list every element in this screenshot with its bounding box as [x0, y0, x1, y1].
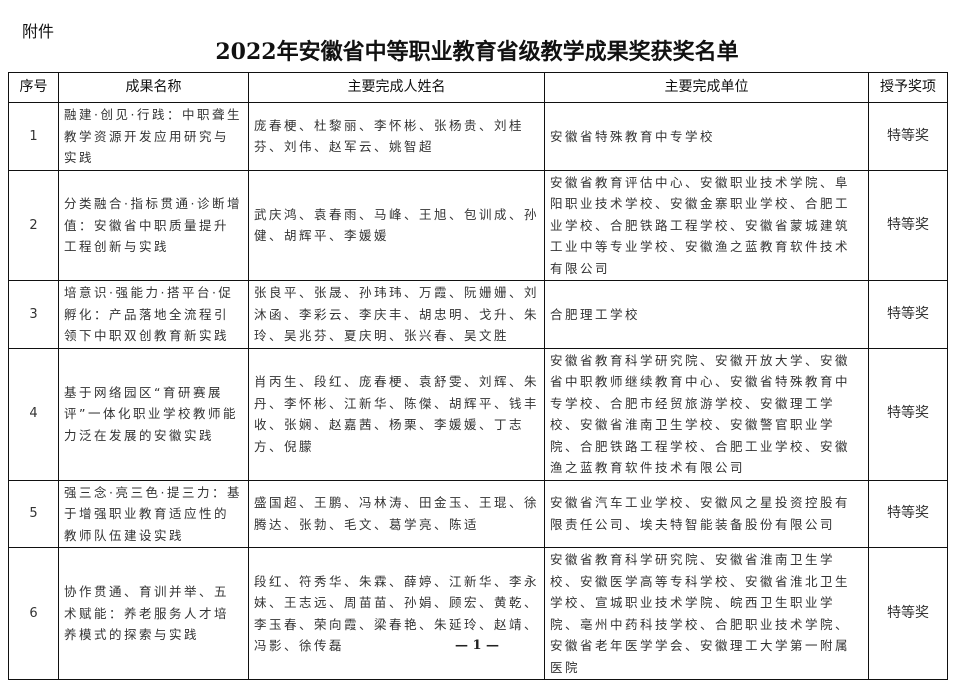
- header-units: 主要完成单位: [544, 72, 869, 103]
- row-number: 6: [8, 547, 59, 680]
- table-row: 3 培意识·强能力·搭平台·促孵化：产品落地全流程引领下中职双创教育新实践 张良…: [8, 280, 948, 349]
- people: 段红、符秀华、朱霖、薛婷、江新华、李永妹、王志远、周苗苗、孙娟、顾宏、黄乾、李玉…: [248, 547, 545, 680]
- page-number: — 1 —: [454, 638, 500, 653]
- units: 安徽省教育科学研究院、安徽开放大学、安徽省中职教师继续教育中心、安徽省特殊教育中…: [544, 347, 869, 481]
- units: 合肥理工学校: [544, 280, 869, 349]
- achievement-name: 强三念·亮三色·提三力：基于增强职业教育适应性的教师队伍建设实践: [58, 479, 249, 548]
- attachment-label: 附件: [22, 22, 55, 41]
- table-row: 5 强三念·亮三色·提三力：基于增强职业教育适应性的教师队伍建设实践 盛国超、王…: [8, 479, 948, 548]
- people: 武庆鸿、袁春雨、马峰、王旭、包训成、孙健、胡辉平、李媛媛: [248, 169, 545, 281]
- row-number: 2: [8, 169, 59, 281]
- header-people: 主要完成人姓名: [248, 72, 545, 103]
- people: 庞春梗、杜黎丽、李怀彬、张杨贵、刘桂芬、刘伟、赵军云、姚智超: [248, 102, 545, 171]
- header-achievement-name: 成果名称: [58, 72, 249, 103]
- award: 特等奖: [868, 102, 948, 171]
- award: 特等奖: [868, 479, 948, 548]
- table-header-row: 序号 成果名称 主要完成人姓名 主要完成单位 授予奖项: [8, 72, 948, 103]
- award: 特等奖: [868, 169, 948, 281]
- row-number: 3: [8, 280, 59, 349]
- units: 安徽省教育评估中心、安徽职业技术学院、阜阳职业技术学校、安徽金寨职业学校、合肥工…: [544, 169, 869, 281]
- table-row: 4 基于网络园区“育研赛展评”一体化职业学校教师能力泛在发展的安徽实践 肖丙生、…: [8, 347, 948, 481]
- achievement-name: 基于网络园区“育研赛展评”一体化职业学校教师能力泛在发展的安徽实践: [58, 347, 249, 481]
- achievement-name: 协作贯通、育训并举、五术赋能：养老服务人才培养模式的探索与实践: [58, 547, 249, 680]
- award: 特等奖: [868, 280, 948, 349]
- row-number: 4: [8, 347, 59, 481]
- award: 特等奖: [868, 547, 948, 680]
- table-row: 6 协作贯通、育训并举、五术赋能：养老服务人才培养模式的探索与实践 段红、符秀华…: [8, 547, 948, 680]
- achievement-name: 培意识·强能力·搭平台·促孵化：产品落地全流程引领下中职双创教育新实践: [58, 280, 249, 349]
- people: 盛国超、王鹏、冯林涛、田金玉、王琨、徐腾达、张勃、毛文、葛学亮、陈适: [248, 479, 545, 548]
- header-number: 序号: [8, 72, 59, 103]
- row-number: 5: [8, 479, 59, 548]
- table-row: 2 分类融合·指标贯通·诊断增值：安徽省中职质量提升工程创新与实践 武庆鸿、袁春…: [8, 169, 948, 281]
- header-award: 授予奖项: [868, 72, 948, 103]
- units: 安徽省汽车工业学校、安徽风之星投资控股有限责任公司、埃夫特智能装备股份有限公司: [544, 479, 869, 548]
- achievement-name: 分类融合·指标贯通·诊断增值：安徽省中职质量提升工程创新与实践: [58, 169, 249, 281]
- award: 特等奖: [868, 347, 948, 481]
- people: 肖丙生、段红、庞春梗、袁舒雯、刘辉、朱丹、李怀彬、江新华、陈傑、胡辉平、钱丰收、…: [248, 347, 545, 481]
- people: 张良平、张晟、孙玮玮、万霞、阮姗姗、刘沐函、李彩云、李庆丰、胡忠明、戈升、朱玲、…: [248, 280, 545, 349]
- achievement-name: 融建·创见·行践：中职聋生教学资源开发应用研究与实践: [58, 102, 249, 171]
- units: 安徽省特殊教育中专学校: [544, 102, 869, 171]
- row-number: 1: [8, 102, 59, 171]
- page-title: 2022年安徽省中等职业教育省级教学成果奖获奖名单: [215, 39, 739, 65]
- table-row: 1 融建·创见·行践：中职聋生教学资源开发应用研究与实践 庞春梗、杜黎丽、李怀彬…: [8, 102, 948, 171]
- awards-table: 序号 成果名称 主要完成人姓名 主要完成单位 授予奖项 1 融建·创见·行践：中…: [8, 72, 948, 680]
- units: 安徽省教育科学研究院、安徽省淮南卫生学校、安徽医学高等专科学校、安徽省淮北卫生学…: [544, 547, 869, 680]
